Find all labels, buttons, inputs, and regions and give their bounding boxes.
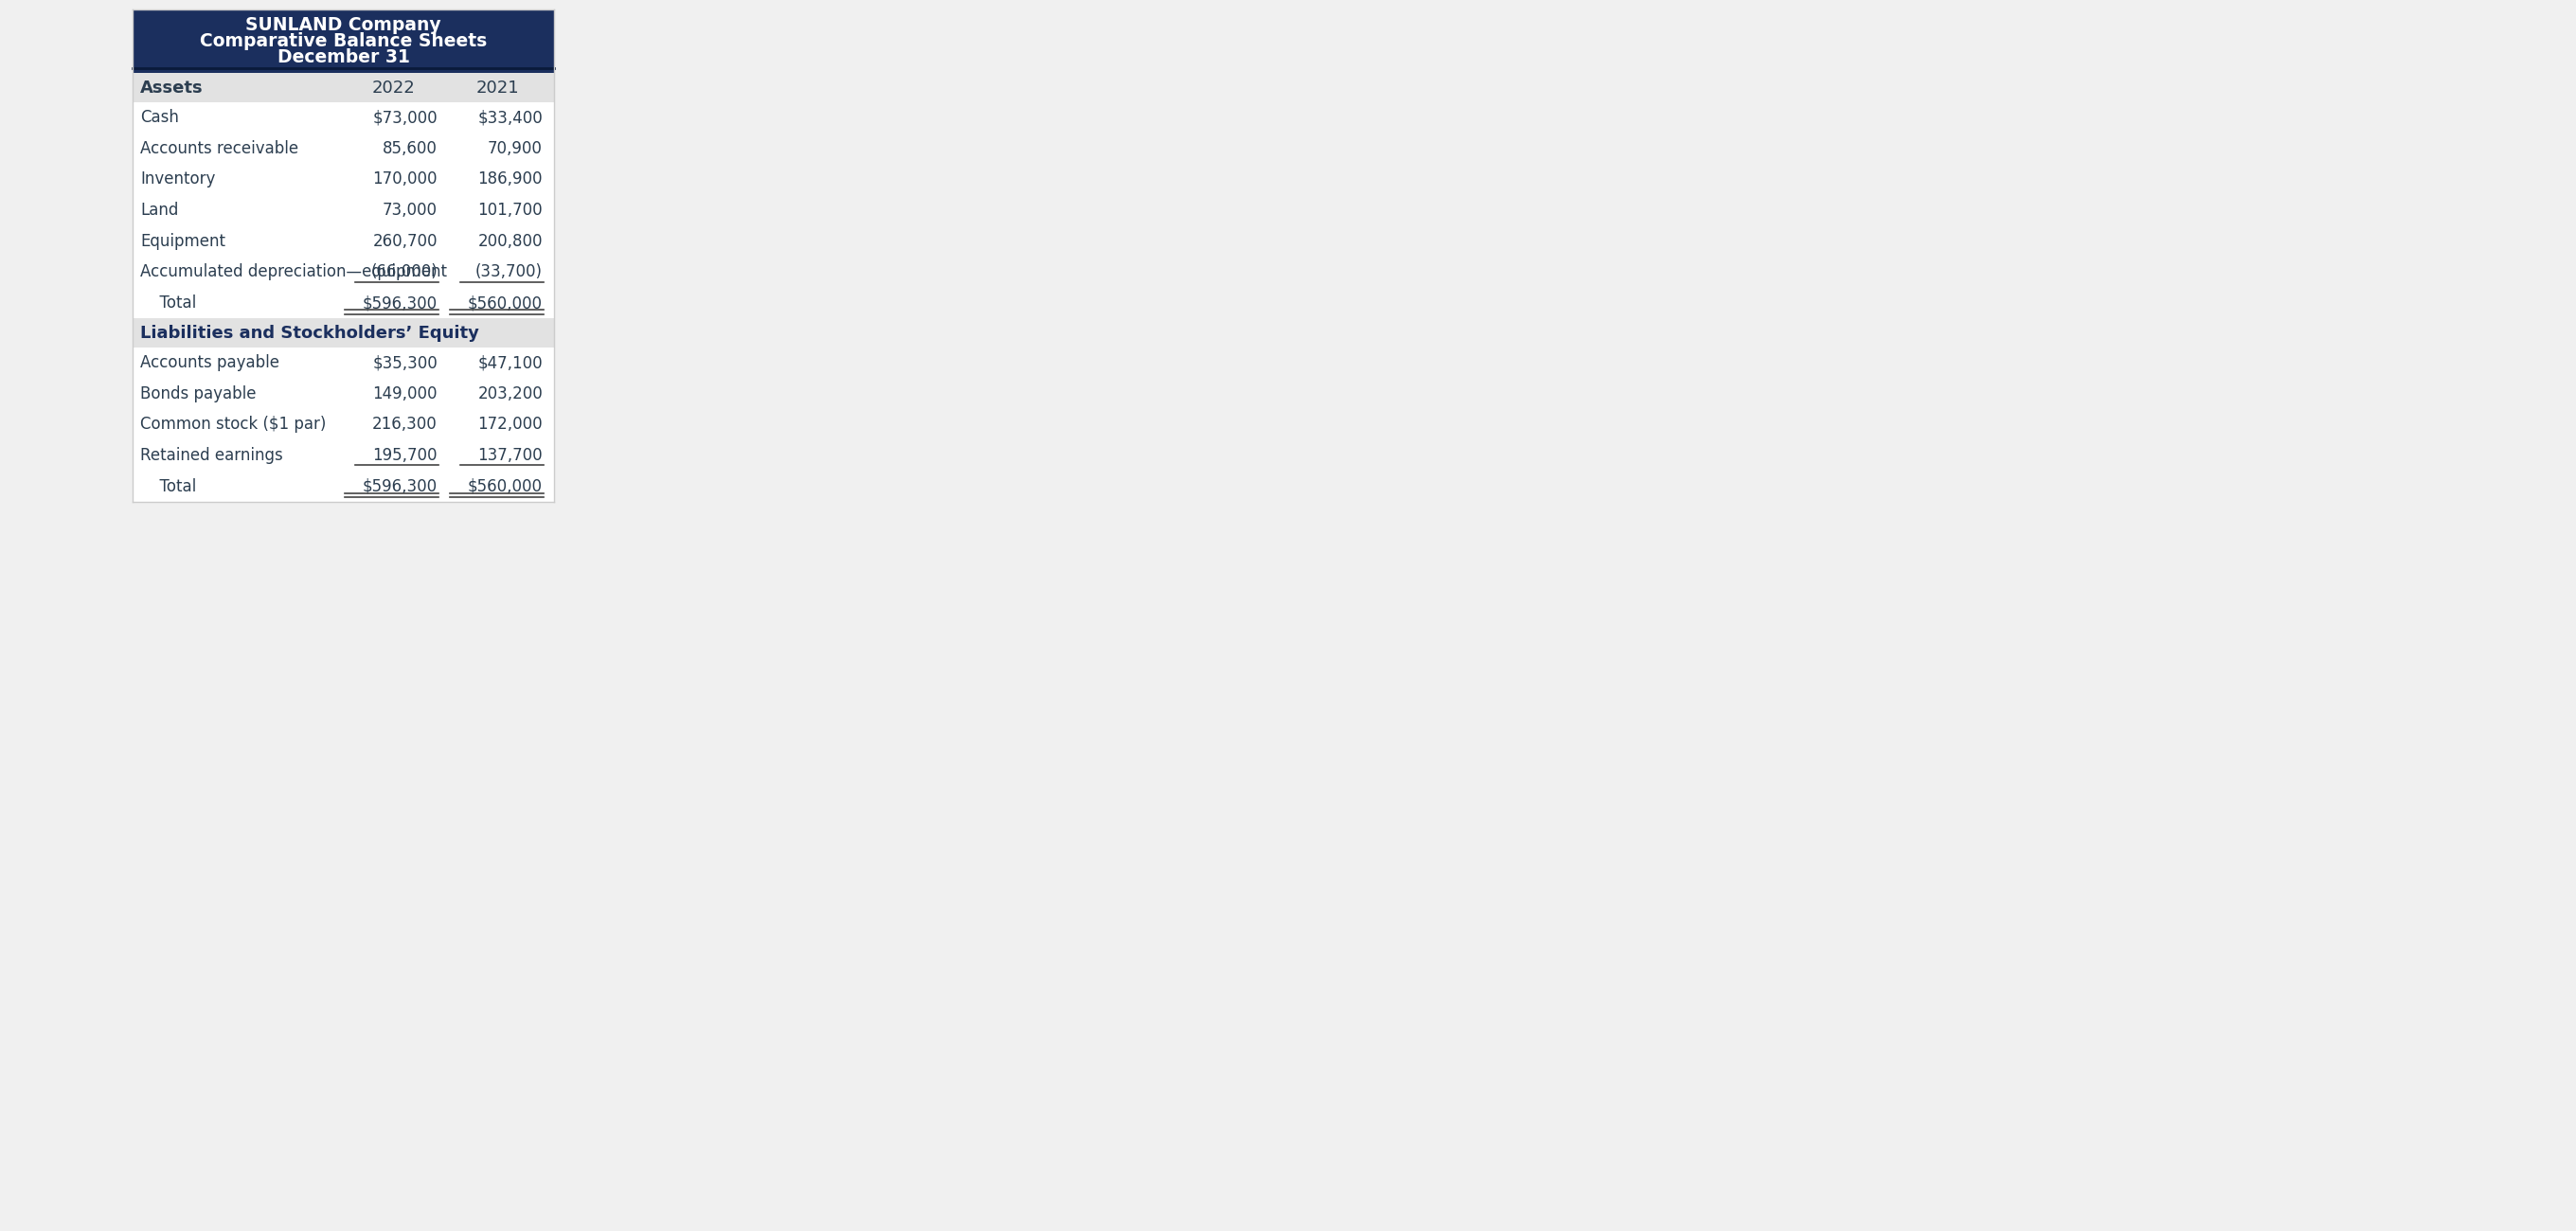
Text: (66,000): (66,000) bbox=[371, 263, 438, 281]
Text: Equipment: Equipment bbox=[139, 233, 227, 250]
Text: Inventory: Inventory bbox=[139, 171, 216, 188]
Text: $33,400: $33,400 bbox=[477, 110, 544, 126]
Text: $596,300: $596,300 bbox=[363, 294, 438, 311]
Text: 73,000: 73,000 bbox=[384, 202, 438, 219]
Text: Total: Total bbox=[149, 294, 196, 311]
Text: 2022: 2022 bbox=[371, 79, 415, 96]
Text: $560,000: $560,000 bbox=[469, 478, 544, 495]
Text: Assets: Assets bbox=[139, 79, 204, 96]
Text: $47,100: $47,100 bbox=[477, 355, 544, 372]
Text: $560,000: $560,000 bbox=[469, 294, 544, 311]
Text: 2021: 2021 bbox=[477, 79, 518, 96]
Text: 260,700: 260,700 bbox=[374, 233, 438, 250]
Text: $35,300: $35,300 bbox=[374, 355, 438, 372]
Text: $596,300: $596,300 bbox=[363, 478, 438, 495]
Text: Accounts receivable: Accounts receivable bbox=[139, 140, 299, 158]
Text: December 31: December 31 bbox=[278, 48, 410, 66]
Text: Total: Total bbox=[149, 478, 196, 495]
Text: SUNLAND Company: SUNLAND Company bbox=[245, 16, 440, 34]
Text: Land: Land bbox=[139, 202, 178, 219]
Text: Retained earnings: Retained earnings bbox=[139, 447, 283, 464]
Text: Bonds payable: Bonds payable bbox=[139, 385, 255, 403]
Text: 216,300: 216,300 bbox=[374, 416, 438, 433]
Text: (33,700): (33,700) bbox=[477, 263, 544, 281]
Text: 149,000: 149,000 bbox=[374, 385, 438, 403]
Text: Accumulated depreciation—equipment: Accumulated depreciation—equipment bbox=[139, 263, 448, 281]
Text: Accounts payable: Accounts payable bbox=[139, 355, 278, 372]
Text: 70,900: 70,900 bbox=[487, 140, 544, 158]
Text: 172,000: 172,000 bbox=[477, 416, 544, 433]
Text: 200,800: 200,800 bbox=[477, 233, 544, 250]
Text: 137,700: 137,700 bbox=[477, 447, 544, 464]
Text: Common stock ($1 par): Common stock ($1 par) bbox=[139, 416, 327, 433]
Text: 85,600: 85,600 bbox=[384, 140, 438, 158]
Text: 186,900: 186,900 bbox=[477, 171, 544, 188]
Text: Liabilities and Stockholders’ Equity: Liabilities and Stockholders’ Equity bbox=[139, 325, 479, 341]
Text: 170,000: 170,000 bbox=[374, 171, 438, 188]
Text: 101,700: 101,700 bbox=[477, 202, 544, 219]
Text: 203,200: 203,200 bbox=[477, 385, 544, 403]
Text: Comparative Balance Sheets: Comparative Balance Sheets bbox=[201, 32, 487, 50]
Text: $73,000: $73,000 bbox=[374, 110, 438, 126]
Text: Cash: Cash bbox=[139, 110, 178, 126]
Text: 195,700: 195,700 bbox=[374, 447, 438, 464]
